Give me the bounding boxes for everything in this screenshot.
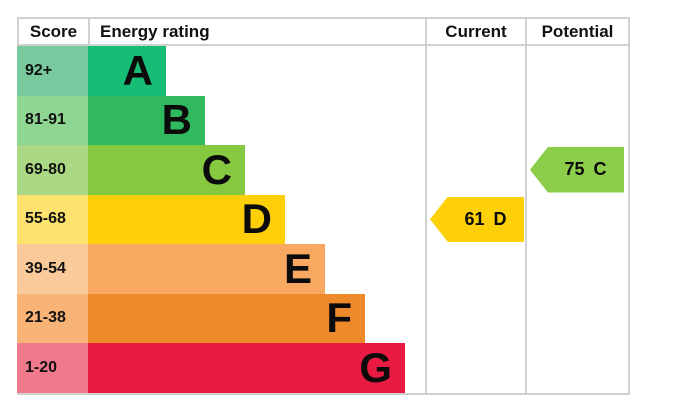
rating-bar-c: C bbox=[88, 145, 245, 195]
current-cell bbox=[425, 293, 525, 343]
band-row-e: 39-54 E bbox=[17, 244, 630, 294]
rating-bar-g: G bbox=[88, 343, 405, 393]
grade-letter: C bbox=[201, 145, 232, 193]
current-rating-arrow: 61 D bbox=[430, 196, 524, 242]
current-cell bbox=[425, 95, 525, 145]
rating-bar-a: A bbox=[88, 46, 166, 96]
rating-cell: A bbox=[88, 46, 425, 96]
score-range-label: 39-54 bbox=[25, 259, 66, 277]
epc-rating-chart: Score Energy rating Current Potential 92… bbox=[17, 17, 630, 395]
rating-bar-e: E bbox=[88, 244, 325, 294]
current-score-value: 61 bbox=[464, 208, 485, 229]
score-range-label: 55-68 bbox=[25, 210, 66, 228]
grade-letter: A bbox=[122, 46, 153, 94]
band-row-b: 81-91 B bbox=[17, 95, 630, 145]
grade-letter: G bbox=[359, 343, 392, 391]
score-range-cell: 81-91 bbox=[17, 95, 88, 145]
potential-rating-label: 75 C bbox=[564, 159, 606, 180]
rating-cell: G bbox=[88, 343, 425, 393]
rating-bar-f: F bbox=[88, 293, 365, 343]
score-range-cell: 39-54 bbox=[17, 244, 88, 294]
rating-bar-d: D bbox=[88, 194, 285, 244]
score-range-label: 81-91 bbox=[25, 111, 66, 129]
grade-letter: E bbox=[283, 244, 312, 292]
current-cell bbox=[425, 244, 525, 294]
potential-cell bbox=[525, 194, 630, 244]
potential-cell: 75 C bbox=[525, 145, 630, 195]
chart-header-row: Score Energy rating Current Potential bbox=[17, 19, 630, 46]
current-grade-letter: D bbox=[493, 208, 507, 229]
band-row-g: 1-20 G bbox=[17, 343, 630, 393]
potential-cell bbox=[525, 95, 630, 145]
band-row-c: 69-80 C 75 C bbox=[17, 145, 630, 195]
score-range-cell: 92+ bbox=[17, 46, 88, 96]
score-column-header: Score bbox=[17, 19, 88, 44]
current-cell bbox=[425, 343, 525, 393]
band-row-d: 55-68 D 61 D bbox=[17, 194, 630, 244]
band-row-a: 92+ A bbox=[17, 46, 630, 96]
potential-cell bbox=[525, 46, 630, 96]
potential-cell bbox=[525, 343, 630, 393]
current-rating-label: 61 D bbox=[464, 209, 506, 230]
score-range-cell: 55-68 bbox=[17, 194, 88, 244]
score-range-cell: 1-20 bbox=[17, 343, 88, 393]
rating-cell: B bbox=[88, 95, 425, 145]
rating-cell: C bbox=[88, 145, 425, 195]
score-range-label: 69-80 bbox=[25, 160, 66, 178]
grade-letter: F bbox=[326, 294, 352, 342]
score-range-cell: 21-38 bbox=[17, 293, 88, 343]
rating-cell: F bbox=[88, 293, 425, 343]
potential-column-header: Potential bbox=[525, 19, 630, 44]
rating-cell: E bbox=[88, 244, 425, 294]
rating-bar-b: B bbox=[88, 95, 205, 145]
current-cell: 61 D bbox=[425, 194, 525, 244]
current-cell bbox=[425, 145, 525, 195]
potential-score-value: 75 bbox=[564, 159, 585, 180]
current-cell bbox=[425, 46, 525, 96]
band-row-f: 21-38 F bbox=[17, 293, 630, 343]
current-column-header: Current bbox=[425, 19, 525, 44]
score-range-cell: 69-80 bbox=[17, 145, 88, 195]
energy-rating-column-header: Energy rating bbox=[88, 19, 425, 44]
potential-cell bbox=[525, 244, 630, 294]
potential-grade-letter: C bbox=[593, 159, 607, 180]
score-range-label: 1-20 bbox=[25, 358, 58, 376]
score-range-label: 92+ bbox=[25, 61, 53, 79]
grade-letter: B bbox=[161, 96, 192, 144]
potential-cell bbox=[525, 293, 630, 343]
potential-rating-arrow: 75 C bbox=[530, 147, 624, 193]
rating-cell: D bbox=[88, 194, 425, 244]
score-range-label: 21-38 bbox=[25, 309, 66, 327]
grade-letter: D bbox=[241, 195, 272, 243]
